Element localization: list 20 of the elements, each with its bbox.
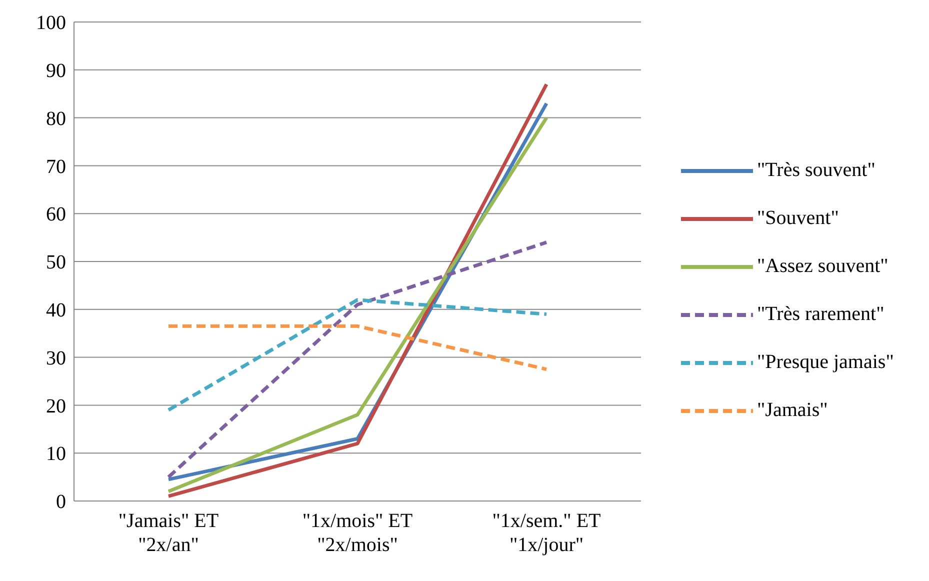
x-tick-label: "Jamais" ET "2x/an" xyxy=(118,510,219,556)
y-tick-label: 60 xyxy=(46,204,66,226)
y-tick-label: 30 xyxy=(46,347,66,370)
y-tick-label: 70 xyxy=(46,156,66,178)
y-tick-label: 0 xyxy=(56,491,66,514)
y-tick-label: 50 xyxy=(46,252,66,274)
legend-label: "Souvent" xyxy=(757,207,839,230)
legend-label: "Très souvent" xyxy=(757,159,876,182)
legend-label: "Très rarement" xyxy=(757,303,884,326)
y-tick-label: 80 xyxy=(46,108,66,130)
legend-label: "Assez souvent" xyxy=(757,255,888,278)
legend-label: "Presque jamais" xyxy=(757,351,894,374)
x-tick-label: "1x/mois" ET "2x/mois" xyxy=(302,510,413,556)
y-tick-label: 90 xyxy=(46,60,66,82)
y-tick-label: 10 xyxy=(46,443,66,466)
x-tick-label: "1x/sem." ET "1x/jour" xyxy=(492,510,601,556)
y-tick-label: 100 xyxy=(36,12,66,34)
legend-label: "Jamais" xyxy=(757,399,828,422)
y-tick-label: 20 xyxy=(46,395,66,418)
y-tick-label: 40 xyxy=(46,300,66,322)
